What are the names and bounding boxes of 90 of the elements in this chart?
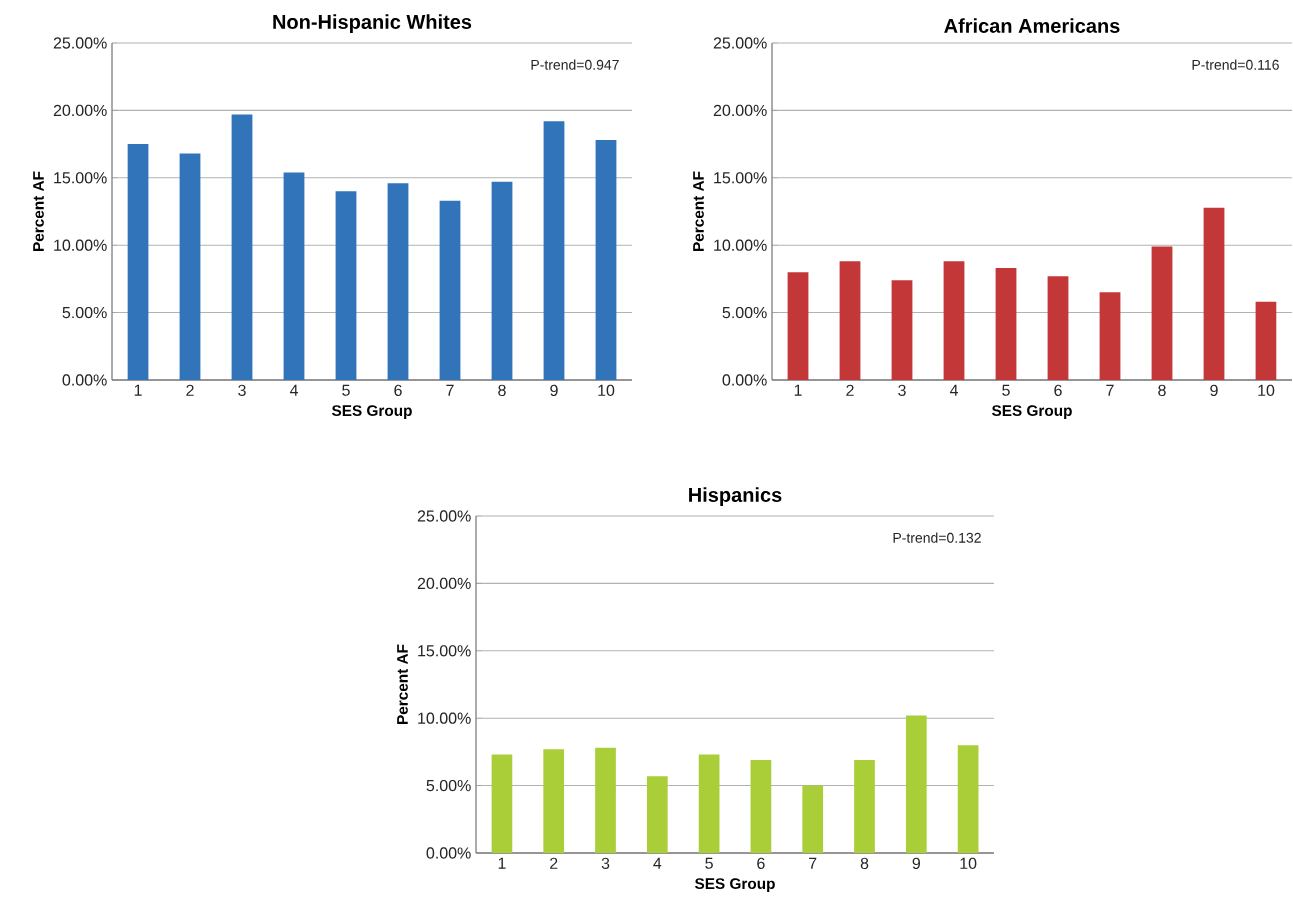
bar <box>491 754 513 853</box>
x-tick-label: 9 <box>1210 384 1218 397</box>
x-axis-title: SES Group <box>331 405 412 420</box>
x-tick-label: 6 <box>394 384 402 397</box>
x-axis-title: SES Group <box>991 405 1072 420</box>
y-tick-label: 10.00% <box>418 712 471 724</box>
x-tick-label: 4 <box>949 384 958 396</box>
bar <box>698 754 720 853</box>
x-tick-label: 2 <box>550 857 558 869</box>
annotation: P-trend=0.947 <box>531 59 619 70</box>
bar <box>802 785 824 853</box>
x-tick-label: 10 <box>960 857 977 870</box>
y-tick-label: 10.00% <box>54 239 107 251</box>
x-tick-label: 5 <box>1002 384 1010 396</box>
y-axis-title: Percent AF <box>33 171 44 251</box>
y-tick-label: 15.00% <box>714 172 767 184</box>
x-axis-title: SES Group <box>694 878 775 893</box>
y-tick-label: 0.00% <box>722 374 767 386</box>
x-tick-label: 8 <box>1158 384 1166 397</box>
y-tick-label: 20.00% <box>53 104 107 117</box>
x-tick-label: 6 <box>1054 384 1062 397</box>
annotation: P-trend=0.116 <box>1192 59 1279 70</box>
x-tick-label: 1 <box>498 857 506 869</box>
x-tick-label: 3 <box>898 384 906 397</box>
bar <box>231 114 253 380</box>
bar <box>335 191 357 380</box>
y-tick-label: 25.00% <box>53 37 107 49</box>
x-tick-label: 2 <box>846 384 854 396</box>
bar <box>839 261 861 380</box>
x-tick-label: 10 <box>1258 384 1275 397</box>
bar <box>943 261 965 380</box>
y-tick-label: 20.00% <box>417 577 471 590</box>
bar <box>957 745 979 853</box>
x-tick-label: 3 <box>601 857 610 870</box>
bar <box>905 715 927 853</box>
bar <box>646 776 668 853</box>
bar <box>1151 246 1173 380</box>
y-tick-label: 15.00% <box>54 172 107 184</box>
y-tick-label: 15.00% <box>418 645 471 657</box>
chart-title: African Americans <box>944 18 1120 33</box>
x-tick-label: 1 <box>134 384 142 396</box>
annotation: P-trend=0.132 <box>893 532 981 543</box>
x-tick-label: 3 <box>238 384 246 397</box>
bar <box>595 747 616 853</box>
x-tick-label: 9 <box>912 857 920 870</box>
bar <box>595 140 617 380</box>
y-tick-label: 25.00% <box>417 510 471 522</box>
x-tick-label: 7 <box>809 857 817 869</box>
bar <box>179 153 201 380</box>
bar <box>854 759 875 853</box>
chart-title: Hispanics <box>689 487 782 506</box>
bar <box>387 183 409 380</box>
y-tick-label: 10.00% <box>714 239 767 251</box>
y-axis-title: Percent AF <box>397 644 408 724</box>
bar <box>283 172 305 380</box>
y-tick-label: 5.00% <box>426 779 471 792</box>
x-tick-label: 4 <box>653 857 662 869</box>
x-tick-label: 5 <box>705 857 713 869</box>
x-tick-label: 10 <box>598 384 615 397</box>
y-tick-label: 0.00% <box>62 374 107 386</box>
x-tick-label: 8 <box>498 384 506 397</box>
bar <box>1099 292 1121 380</box>
bar <box>543 749 565 853</box>
y-axis-title: Percent AF <box>693 171 704 251</box>
bar <box>491 181 513 380</box>
x-tick-label: 7 <box>1106 384 1114 396</box>
bar <box>787 272 809 380</box>
x-tick-label: 8 <box>860 857 869 870</box>
x-tick-label: 2 <box>186 384 194 396</box>
bar <box>1047 276 1069 380</box>
y-tick-label: 20.00% <box>713 104 767 117</box>
x-tick-label: 6 <box>757 857 765 870</box>
chart-title: Non-Hispanic Whites <box>273 14 472 33</box>
x-tick-label: 5 <box>342 384 350 396</box>
y-tick-label: 5.00% <box>722 306 767 319</box>
bar <box>1203 207 1225 380</box>
bar <box>1255 301 1277 380</box>
x-tick-label: 7 <box>446 384 454 396</box>
bar <box>543 121 565 380</box>
bar <box>750 759 772 853</box>
bar <box>995 268 1017 380</box>
bar <box>127 144 149 380</box>
bar <box>891 280 913 380</box>
x-tick-label: 4 <box>289 384 298 396</box>
y-tick-label: 25.00% <box>713 37 767 49</box>
bar <box>439 200 461 380</box>
x-tick-label: 1 <box>794 384 802 396</box>
y-tick-label: 0.00% <box>426 847 471 859</box>
x-tick-label: 9 <box>550 384 558 397</box>
y-tick-label: 5.00% <box>62 306 107 319</box>
